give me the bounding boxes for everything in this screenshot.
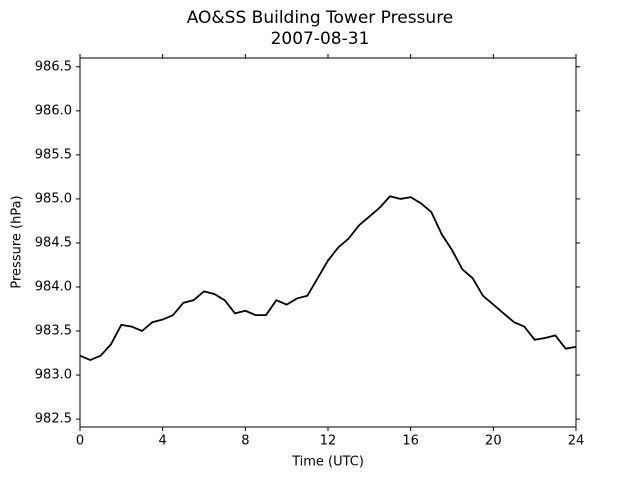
chart-subtitle: 2007-08-31 — [271, 29, 370, 49]
x-tick-label: 0 — [76, 434, 84, 449]
y-tick-label: 983.5 — [35, 324, 72, 339]
chart-title: AO&SS Building Tower Pressure — [187, 8, 454, 28]
y-tick-label: 986.0 — [35, 103, 72, 118]
plot-frame — [79, 57, 577, 428]
x-axis-label: Time (UTC) — [291, 455, 364, 470]
x-tick-label: 8 — [241, 434, 249, 449]
y-tick-label: 985.5 — [35, 147, 72, 162]
x-tick-label: 20 — [485, 434, 502, 449]
y-tick-label: 985.0 — [35, 191, 72, 206]
y-tick-label: 984.0 — [35, 279, 72, 294]
x-tick-label: 24 — [568, 434, 585, 449]
y-tick-label: 982.5 — [35, 412, 72, 427]
y-tick-label: 983.0 — [35, 368, 72, 383]
y-tick-label: 984.5 — [35, 235, 72, 250]
x-tick-label: 16 — [402, 434, 419, 449]
x-tick-label: 12 — [320, 434, 337, 449]
y-axis-label: Pressure (hPa) — [10, 195, 25, 288]
line-series — [79, 195, 577, 362]
x-tick-label: 4 — [159, 434, 167, 449]
y-tick-label: 986.5 — [35, 59, 72, 74]
